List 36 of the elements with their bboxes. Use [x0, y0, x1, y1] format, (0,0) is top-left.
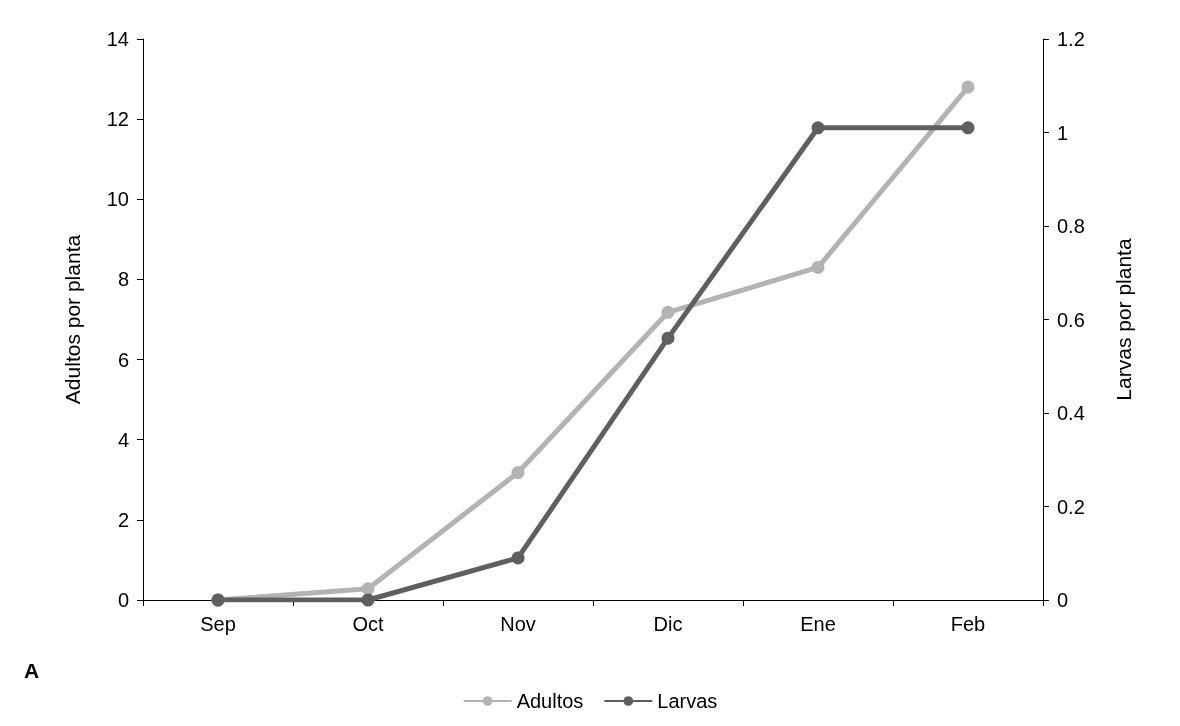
point — [511, 551, 525, 565]
legend-label: Adultos — [516, 690, 584, 712]
y-tick-label: 10 — [106, 188, 129, 211]
y2-tick-label: 0.2 — [1057, 495, 1085, 518]
y-tick-label: 12 — [106, 108, 129, 131]
x-tick-label: Feb — [950, 613, 986, 635]
legend-label: Larvas — [657, 690, 718, 712]
point — [961, 121, 975, 135]
y2-tick-label: 0.4 — [1057, 402, 1085, 424]
point — [811, 260, 825, 274]
point — [361, 593, 375, 607]
y-tick-label: 4 — [117, 428, 129, 451]
point — [511, 466, 525, 480]
y-tick-label: 14 — [106, 28, 129, 50]
y2-tick-label: 0.6 — [1057, 308, 1085, 331]
y-tick-label: 0 — [117, 589, 129, 611]
x-tick-label: Oct — [352, 613, 384, 635]
y2-tick-label: 0 — [1057, 589, 1069, 611]
y2-tick-label: 0.8 — [1057, 215, 1085, 237]
point — [961, 80, 975, 94]
y2-tick-label: 1.2 — [1057, 28, 1085, 50]
point — [661, 331, 675, 345]
y-axis-title: Adultos por planta — [61, 234, 84, 405]
y-tick-label: 6 — [117, 348, 129, 371]
x-tick-label: Sep — [200, 613, 236, 635]
point — [361, 582, 375, 596]
x-tick-label: Dic — [653, 613, 683, 635]
y2-axis-title: Larvas por planta — [1112, 238, 1135, 401]
point — [811, 121, 825, 135]
x-tick-label: Ene — [800, 613, 836, 635]
text: A — [24, 659, 40, 682]
point — [661, 305, 675, 319]
y-tick-label: 2 — [117, 508, 129, 531]
x-tick-label: Nov — [500, 613, 536, 635]
y2-tick-label: 1 — [1057, 121, 1069, 144]
y-tick-label: 8 — [117, 268, 129, 291]
